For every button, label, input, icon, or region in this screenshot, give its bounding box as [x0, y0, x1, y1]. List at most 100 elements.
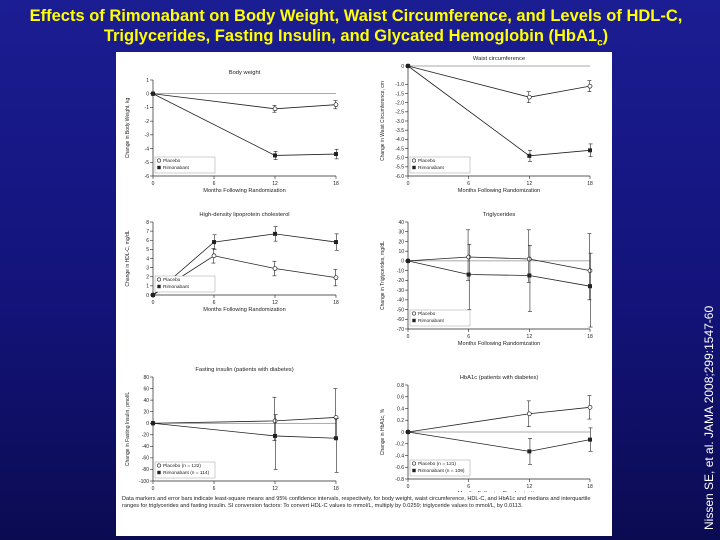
chart-5-point [334, 436, 338, 441]
chart-3-legend-box [154, 275, 216, 293]
chart-5-legend-box [154, 461, 216, 479]
chart-2-point [587, 83, 593, 89]
chart-2-legend-label: Rimonabant [418, 165, 445, 171]
figure-footnote: Data markers and error bars indicate lea… [122, 496, 591, 510]
chart-3-legend-marker [156, 277, 161, 282]
chart-2-xtick-label: 18 [587, 181, 593, 187]
chart-5-ylabel: Change in Fasting Insulin, pmol/L [125, 392, 131, 466]
chart-2-ytick-label: -2.0 [395, 100, 404, 106]
chart-6-point [406, 430, 410, 434]
chart-1-ytick-label: 0 [146, 92, 149, 98]
chart-6-point [588, 437, 592, 442]
chart-1-xtick-label: 12 [272, 181, 278, 187]
chart-2-legend-marker [412, 165, 416, 170]
chart-2-ytick-label: -4.0 [395, 137, 404, 143]
chart-6-ylabel: Change in HbA1c, % [380, 408, 386, 455]
slide-title-end: ) [602, 27, 609, 45]
chart-2-point [527, 153, 532, 158]
chart-2-ytick-label: -5.0 [395, 155, 404, 161]
chart-2-ytick-label: -6.0 [395, 174, 404, 180]
slide-title-text: Effects of Rimonabant on Body Weight, Wa… [29, 7, 683, 45]
chart-1-legend-label: Rimonabant [163, 165, 190, 171]
chart-3-ytick-label: 3 [146, 265, 149, 271]
chart-3-legend-label: Placebo [163, 277, 181, 283]
chart-4-point [526, 256, 532, 262]
chart-3-ytick-label: 4 [146, 256, 149, 262]
chart-5-ytick-label: 40 [143, 398, 149, 404]
chart-5-legend-marker [157, 470, 161, 475]
chart-6-xlabel: Months Following Randomization [458, 491, 540, 492]
chart-6-ytick-label: 0 [401, 430, 404, 436]
chart-2-ytick-label: -3.0 [395, 119, 404, 125]
chart-2-point [406, 64, 410, 68]
chart-6-ytick-label: -0.2 [395, 442, 404, 448]
chart-4-ytick-label: -10 [397, 268, 404, 274]
chart-4-ytick-label: -20 [397, 278, 404, 284]
chart-3-ytick-label: 5 [146, 247, 149, 253]
chart-1-ylabel: Change in Body Weight, kg [125, 98, 131, 159]
chart-6-ytick-label: -0.6 [395, 465, 404, 471]
chart-4-ylabel: Change in Triglycerides, mg/dL [380, 241, 386, 310]
chart-6-xtick-label: 18 [587, 484, 593, 490]
chart-3-ytick-label: 8 [146, 220, 149, 226]
chart-3-xlabel: Months Following Randomization [203, 307, 285, 313]
chart-4-xlabel: Months Following Randomization [458, 341, 540, 347]
chart-5-ytick-label: -100 [139, 479, 149, 485]
chart-5-point [151, 421, 155, 426]
chart-4-xtick-label: 6 [467, 334, 470, 340]
chart-5-legend-label: Rimonabant (n = 114) [163, 470, 210, 476]
chart-2-series-line [407, 65, 591, 157]
chart-4-ytick-label: -60 [397, 317, 404, 323]
chart-2-xtick-label: 6 [467, 181, 470, 187]
chart-3-ytick-label: 0 [146, 293, 149, 299]
chart-3-ytick-label: 1 [146, 284, 149, 290]
chart-3-series-line [152, 233, 337, 296]
chart-6-series-line [407, 431, 591, 452]
chart-6-ytick-label: -0.8 [395, 477, 404, 483]
chart-5-series-line [152, 417, 337, 424]
chart-1-legend-label: Placebo [163, 158, 181, 164]
chart-4-legend-label: Rimonabant [418, 318, 445, 324]
chart-1-ytick-label: -1 [145, 105, 150, 111]
chart-4-legend-label: Placebo [418, 311, 436, 317]
chart-6-ytick-label: -0.4 [395, 453, 404, 459]
chart-6-legend-label: Rimonabant (n = 109) [418, 468, 465, 474]
chart-3-point [212, 240, 216, 245]
chart-1-legend-marker [156, 158, 161, 163]
chart-3-legend-label: Rimonabant [163, 284, 190, 290]
chart-6-ytick-label: 0.2 [397, 418, 404, 424]
chart-3-point [211, 253, 217, 259]
chart-2-xtick-label: 0 [407, 181, 410, 187]
chart-3-series-line [152, 255, 337, 296]
chart-5-point [273, 433, 277, 438]
chart-6-ytick-label: 0.8 [397, 383, 404, 389]
chart-5-ytick-label: 80 [143, 375, 149, 381]
chart-4-point [527, 273, 532, 278]
chart-4-ytick-label: -30 [397, 288, 404, 294]
slide-title: Effects of Rimonabant on Body Weight, Wa… [6, 6, 706, 53]
chart-4-xtick-label: 0 [407, 334, 410, 340]
chart-5-ytick-label: -60 [142, 456, 149, 462]
chart-5-title: Fasting insulin (patients with diabetes) [195, 367, 293, 373]
chart-2-ytick-label: -2.5 [395, 110, 404, 116]
chart-1-ytick-label: 1 [146, 78, 149, 84]
chart-4-ytick-label: 30 [398, 230, 404, 236]
chart-6-ytick-label: 0.6 [397, 395, 404, 401]
chart-5-legend-label: Placebo (n = 122) [163, 463, 201, 469]
chart-6-series-line [407, 406, 591, 433]
citation: Nissen SE, et al. JAMA 2008;299:1547-60 [702, 305, 716, 530]
chart-6-point [527, 449, 532, 454]
chart-1-point [151, 91, 155, 96]
chart-1-ytick-label: -4 [145, 146, 150, 152]
chart-1-ytick-label: -6 [145, 174, 150, 180]
chart-2-xlabel: Months Following Randomization [458, 188, 540, 194]
chart-1-xtick-label: 0 [152, 181, 155, 187]
chart-2-ytick-label: -5.5 [395, 165, 404, 171]
chart-4-title: Triglycerides [483, 212, 516, 218]
chart-6-legend-marker [412, 468, 416, 473]
chart-4-ytick-label: 0 [401, 259, 404, 265]
chart-4-legend-marker [412, 318, 416, 323]
chart-1-ytick-label: -3 [145, 133, 150, 139]
chart-5-ytick-label: 20 [143, 409, 149, 415]
chart-3-point [151, 293, 155, 297]
